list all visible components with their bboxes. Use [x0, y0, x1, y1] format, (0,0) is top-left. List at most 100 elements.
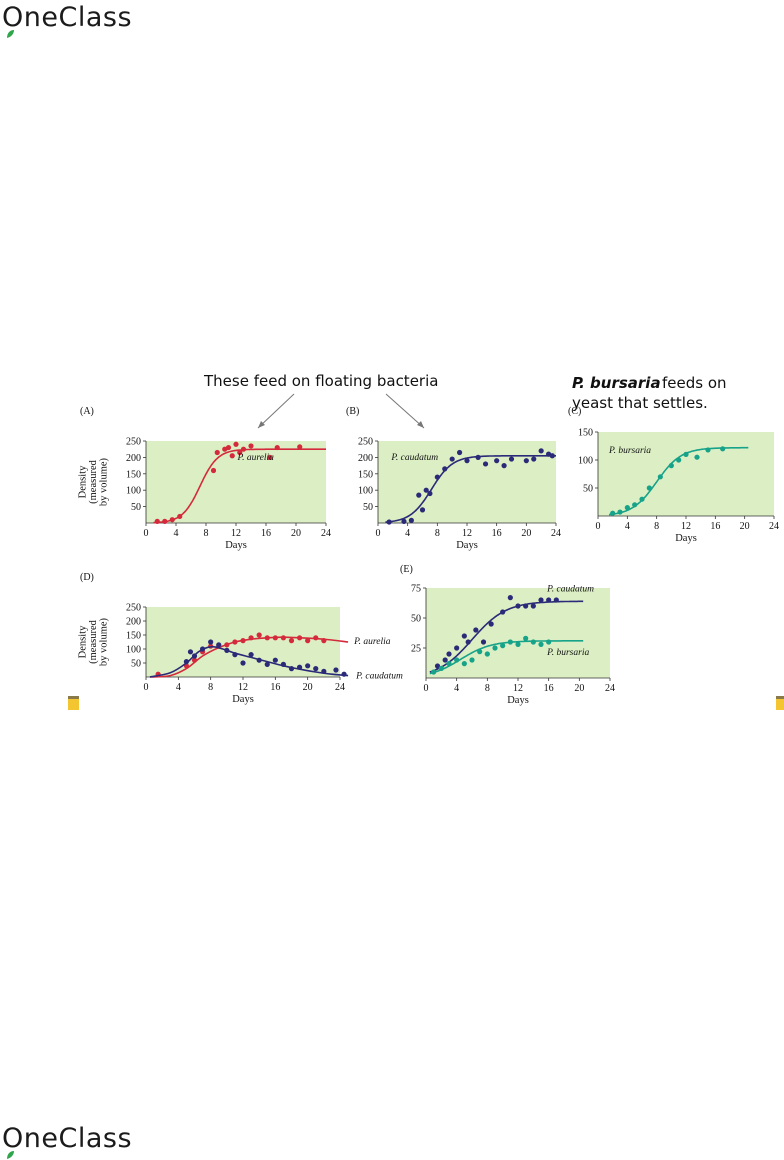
data-point	[233, 441, 239, 447]
series-name-label: P. caudatum	[390, 453, 438, 463]
x-axis-label: Days	[456, 540, 478, 551]
data-point	[224, 647, 230, 653]
data-point	[461, 633, 467, 639]
series-p-bursaria	[608, 446, 749, 516]
data-point	[232, 639, 238, 645]
x-tick-label: 20	[574, 683, 584, 694]
data-point	[538, 641, 544, 647]
panel-letter: (D)	[80, 572, 94, 583]
x-tick-label: 4	[454, 683, 459, 694]
data-point	[473, 627, 479, 633]
data-point	[240, 446, 247, 452]
data-point	[162, 518, 168, 524]
data-point	[475, 454, 481, 460]
y-axis-label: by volume)	[99, 617, 110, 666]
data-point	[224, 642, 230, 648]
plot-area	[598, 432, 774, 516]
panel-letter: (E)	[400, 564, 413, 575]
y-tick-label: 250	[358, 437, 373, 448]
data-point	[419, 507, 426, 513]
data-point	[515, 641, 521, 647]
x-tick-label: 24	[605, 683, 615, 694]
data-point	[248, 652, 254, 658]
data-point	[210, 467, 217, 474]
data-point	[446, 661, 452, 667]
data-point	[549, 453, 555, 459]
data-point	[454, 657, 460, 663]
x-tick-label: 0	[144, 682, 149, 693]
panel-c: (C) 0 4 8 12 16 20 24 50 100 150 Days P. bursaria	[568, 406, 779, 544]
data-point	[720, 446, 726, 452]
x-axis-label: Days	[507, 695, 529, 706]
data-point	[427, 490, 433, 497]
y-tick-label: 100	[578, 456, 593, 467]
series-p-caudatum	[429, 595, 584, 673]
y-tick-label: 50	[363, 502, 373, 513]
y-tick-label: 150	[578, 428, 593, 439]
y-tick-label: 50	[131, 659, 141, 670]
data-point	[313, 666, 319, 672]
x-tick-label: 12	[231, 528, 241, 539]
x-tick-label: 4	[625, 521, 630, 532]
data-point	[225, 444, 232, 451]
series-name-label: P. aurelia	[237, 453, 275, 463]
logo-text: OneClass	[2, 1123, 133, 1154]
data-point	[492, 645, 498, 651]
series-p-bursaria	[429, 635, 584, 675]
data-point	[240, 660, 246, 666]
data-point	[553, 597, 559, 603]
x-tick-label: 8	[208, 682, 213, 693]
caption-floating-bacteria: These feed on floating bacteria	[203, 372, 438, 390]
data-point	[538, 597, 544, 603]
data-point	[500, 609, 506, 615]
arrow-head-b	[417, 421, 424, 428]
oneclass-logo[interactable]: OneClass	[2, 2, 132, 38]
data-point	[401, 518, 407, 524]
arrow-to-panel-b	[385, 393, 425, 429]
panel-d: (D) 0 4 8 12 16 20 24 50 100 150 200 250 Days Density(…	[78, 572, 404, 705]
data-point	[442, 466, 448, 472]
x-axis-label: Days	[675, 533, 697, 544]
data-point	[264, 661, 270, 667]
data-point	[538, 448, 544, 454]
x-axis-label: Days	[225, 540, 247, 551]
data-point	[386, 519, 392, 525]
yellow-bookmark-left	[68, 696, 79, 710]
y-tick-label: 50	[131, 502, 141, 513]
data-point	[683, 451, 689, 457]
data-point	[248, 443, 254, 449]
y-tick-label: 200	[126, 453, 141, 464]
data-point	[617, 509, 623, 515]
x-tick-label: 20	[740, 521, 750, 532]
series-p-aurelia	[153, 441, 326, 524]
panel-e: (E) 0 4 8 12 16 20 24 25 50 75 Days P. caudatum P. bu…	[400, 564, 615, 706]
data-point	[434, 474, 440, 480]
series-p-caudatum	[149, 639, 349, 678]
data-point	[694, 454, 700, 460]
data-point	[288, 666, 295, 672]
x-tick-label: 16	[710, 521, 720, 532]
series-name-label: P. caudatum	[546, 584, 594, 594]
data-point	[216, 642, 222, 648]
x-tick-label: 0	[376, 528, 381, 539]
y-tick-label: 150	[358, 469, 373, 480]
y-tick-label: 200	[126, 617, 141, 628]
series-p-aurelia	[149, 632, 349, 678]
data-point	[442, 657, 448, 663]
x-tick-label: 4	[176, 682, 181, 693]
data-point	[280, 661, 287, 667]
chart-panels: (A)0 4 8 12 16 20 2450100150200250DaysDensity(…	[78, 406, 780, 706]
data-point	[296, 635, 303, 641]
caption-bursaria-rest: feeds on	[662, 374, 727, 392]
data-point	[523, 635, 529, 641]
x-tick-label: 8	[204, 528, 209, 539]
oneclass-logo-footer[interactable]: OneClass	[2, 1123, 133, 1159]
series-name-label: P. bursaria	[608, 446, 651, 456]
data-point	[657, 474, 663, 480]
series-name-label: P. caudatum	[355, 672, 403, 682]
fit-curve	[429, 640, 584, 675]
data-point	[646, 485, 652, 491]
yellow-bookmark-right	[776, 696, 784, 710]
y-tick-label: 75	[411, 584, 421, 595]
x-tick-label: 0	[144, 528, 149, 539]
